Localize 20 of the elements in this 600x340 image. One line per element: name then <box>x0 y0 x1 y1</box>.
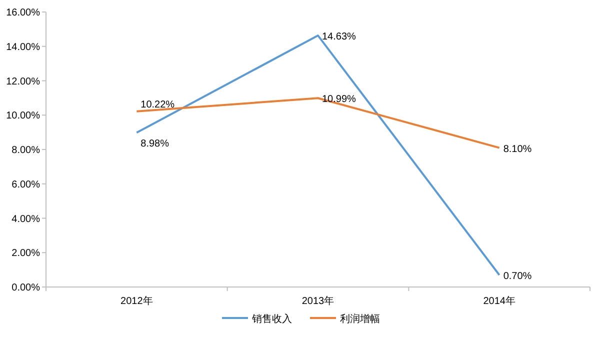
x-tick-label: 2013年 <box>302 295 334 307</box>
y-tick-label: 8.00% <box>12 145 40 156</box>
y-tick-label: 2.00% <box>12 248 40 260</box>
data-label: 0.70% <box>503 270 532 282</box>
data-label: 14.63% <box>322 32 356 43</box>
data-label: 8.10% <box>503 144 532 155</box>
legend-label: 利润增幅 <box>340 313 380 325</box>
data-label: 10.99% <box>322 94 356 106</box>
x-tick-label: 2014年 <box>483 295 516 307</box>
y-tick-label: 14.00% <box>6 42 40 53</box>
y-tick-label: 0.00% <box>12 282 40 294</box>
y-tick-label: 6.00% <box>12 179 40 190</box>
data-label: 8.98% <box>140 138 170 150</box>
y-tick-label: 16.00% <box>6 8 40 18</box>
y-tick-label: 4.00% <box>12 214 40 225</box>
data-label: 10.22% <box>140 99 175 110</box>
y-tick-label: 10.00% <box>6 110 40 122</box>
y-tick-label: 12.00% <box>6 76 40 88</box>
legend-label: 销售收入 <box>251 313 292 325</box>
x-tick-label: 2012年 <box>120 295 153 307</box>
